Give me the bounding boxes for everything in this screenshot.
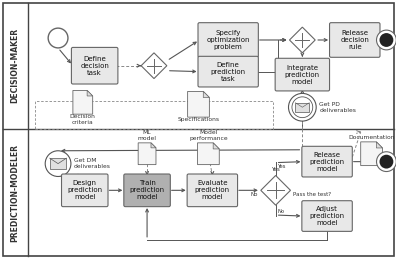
Text: Release
prediction
model: Release prediction model bbox=[310, 152, 345, 172]
FancyBboxPatch shape bbox=[124, 174, 170, 207]
Circle shape bbox=[292, 97, 313, 118]
FancyBboxPatch shape bbox=[198, 56, 258, 87]
Text: Train
prediction
model: Train prediction model bbox=[130, 180, 165, 200]
Polygon shape bbox=[290, 27, 315, 53]
Polygon shape bbox=[188, 91, 209, 117]
Text: PREDICTION-MODELER: PREDICTION-MODELER bbox=[10, 144, 19, 242]
Text: Decision
criteria: Decision criteria bbox=[70, 114, 96, 125]
Text: Define
prediction
task: Define prediction task bbox=[211, 62, 246, 82]
FancyBboxPatch shape bbox=[187, 174, 238, 207]
Polygon shape bbox=[151, 143, 156, 148]
Text: Documentation: Documentation bbox=[348, 135, 395, 140]
Circle shape bbox=[45, 151, 71, 176]
Circle shape bbox=[380, 33, 393, 47]
Circle shape bbox=[380, 155, 393, 169]
Text: Get PD
deliverables: Get PD deliverables bbox=[319, 102, 356, 113]
Bar bbox=[50, 158, 66, 169]
Polygon shape bbox=[198, 143, 219, 165]
Bar bbox=[35, 101, 273, 129]
Text: ML
model: ML model bbox=[138, 130, 156, 141]
Text: Release
decision
rule: Release decision rule bbox=[340, 30, 369, 50]
Circle shape bbox=[376, 30, 396, 50]
Text: Model
performance: Model performance bbox=[189, 130, 228, 141]
FancyBboxPatch shape bbox=[330, 23, 380, 57]
Text: Yes: Yes bbox=[271, 167, 280, 171]
Text: Specify
optimization
problem: Specify optimization problem bbox=[206, 30, 250, 50]
Polygon shape bbox=[73, 90, 93, 114]
Polygon shape bbox=[261, 176, 290, 205]
Text: Evaluate
prediction
model: Evaluate prediction model bbox=[195, 180, 230, 200]
Polygon shape bbox=[376, 142, 382, 148]
Polygon shape bbox=[87, 90, 93, 96]
Circle shape bbox=[48, 28, 68, 48]
Text: Define
decision
task: Define decision task bbox=[80, 56, 109, 76]
Text: No: No bbox=[250, 192, 258, 197]
Polygon shape bbox=[141, 53, 167, 78]
Polygon shape bbox=[203, 91, 209, 98]
Text: Specifications: Specifications bbox=[178, 117, 220, 122]
FancyBboxPatch shape bbox=[302, 146, 352, 177]
Text: Design
prediction
model: Design prediction model bbox=[67, 180, 102, 200]
Text: Get DM
deliverables: Get DM deliverables bbox=[74, 158, 111, 169]
Polygon shape bbox=[213, 143, 219, 149]
FancyBboxPatch shape bbox=[302, 201, 352, 231]
Text: Pass the test?: Pass the test? bbox=[294, 192, 332, 197]
Circle shape bbox=[288, 93, 316, 121]
Circle shape bbox=[376, 152, 396, 171]
Text: Adjust
prediction
model: Adjust prediction model bbox=[310, 206, 345, 226]
FancyBboxPatch shape bbox=[275, 58, 330, 91]
FancyBboxPatch shape bbox=[72, 47, 118, 84]
FancyBboxPatch shape bbox=[198, 23, 258, 57]
Polygon shape bbox=[361, 142, 382, 166]
Text: No: No bbox=[278, 208, 285, 214]
Polygon shape bbox=[138, 143, 156, 165]
Bar bbox=[296, 103, 309, 112]
Text: Integrate
prediction
model: Integrate prediction model bbox=[285, 64, 320, 85]
Text: Yes: Yes bbox=[278, 164, 286, 169]
Text: DECISION-MAKER: DECISION-MAKER bbox=[10, 28, 19, 103]
FancyBboxPatch shape bbox=[62, 174, 108, 207]
